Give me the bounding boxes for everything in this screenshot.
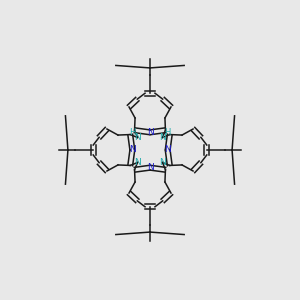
Text: N: N [159, 158, 166, 167]
Text: H: H [130, 128, 136, 137]
Text: N: N [134, 158, 141, 167]
Text: N: N [159, 133, 166, 142]
Text: N: N [147, 163, 153, 172]
Text: N: N [164, 146, 171, 154]
Text: N: N [129, 146, 136, 154]
Text: H: H [164, 128, 170, 137]
Text: N: N [147, 128, 153, 137]
Text: N: N [134, 133, 141, 142]
